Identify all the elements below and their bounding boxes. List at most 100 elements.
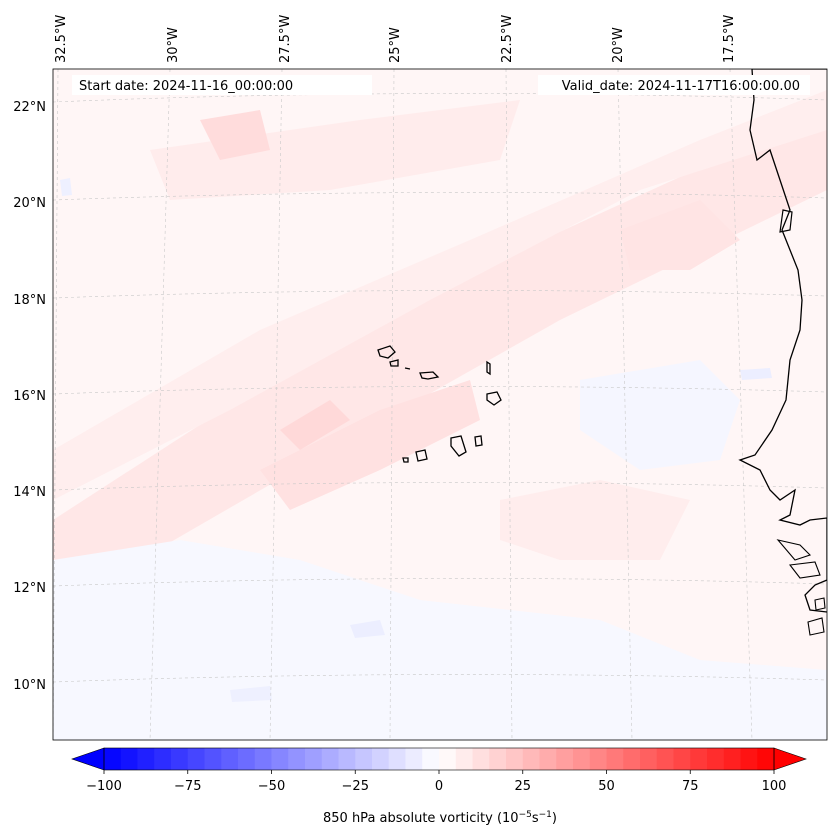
colorbar-segment [154,748,172,770]
colorbar-segment [439,748,457,770]
map-gridlines [53,69,827,740]
colorbar-segment [355,748,373,770]
colorbar-tick-label: −50 [258,779,285,794]
longitude-label: 30°W [166,27,181,63]
start-date-box [72,75,372,95]
colorbar-segment [623,748,641,770]
colorbar-segment [556,748,574,770]
colorbar-segment [723,748,741,770]
map-panel: Start date: 2024-11-16_00:00:00 Valid_da… [53,69,827,740]
colorbar-segment [120,748,138,770]
colorbar-segment [104,748,122,770]
colorbar-label-exp1: −5 [519,810,532,820]
colorbar: −100 −75 −50 −25 0 25 50 75 100 850 hPa absolute… [71,747,807,826]
latitude-label: 20°N [13,196,46,211]
vorticity-band-positive [53,90,827,500]
vorticity-patch-negative [740,368,772,380]
colorbar-segment [388,748,406,770]
colorbar-segment [673,748,691,770]
vorticity-patch-negative [350,620,385,638]
vorticity-band-positive [260,380,480,510]
colorbar-label-prefix: 850 hPa absolute vorticity (10 [323,811,519,826]
colorbar-segment [254,748,272,770]
latitude-label: 10°N [13,678,46,693]
colorbar-segment [740,748,758,770]
colorbar-segment [238,748,256,770]
colorbar-segment [690,748,708,770]
colorbar-segment [187,748,205,770]
colorbar-label-mid: s [532,811,539,826]
vorticity-band-positive [150,100,520,200]
colorbar-segment [221,748,239,770]
colorbar-ticks: −100 −75 −50 −25 0 25 50 75 100 [86,770,786,794]
latitude-labels: 22°N 20°N 18°N 16°N 14°N 12°N 10°N [13,100,46,693]
longitude-label: 25°W [388,27,403,63]
latitude-label: 14°N [13,485,46,500]
colorbar-extend-min [71,747,105,771]
colorbar-segment [204,748,222,770]
colorbar-segment [656,748,674,770]
colorbar-segment [288,748,306,770]
colorbar-segment [573,748,591,770]
africa-coastline-detail [776,539,821,579]
latitude-label: 22°N [13,100,46,115]
longitude-label: 20°W [611,27,626,63]
colorbar-segment [506,748,524,770]
colorbar-segment [338,748,356,770]
colorbar-tick-label: 100 [762,779,787,794]
cape-verde-islands [377,345,502,463]
colorbar-segment [707,748,725,770]
colorbar-tick-label: −100 [86,779,122,794]
longitude-label: 22.5°W [500,15,515,63]
vorticity-band-positive [280,400,350,450]
colorbar-tick-label: 25 [514,779,531,794]
map-frame [52,68,828,741]
colorbar-label: 850 hPa absolute vorticity (10−5s−1) [323,810,557,826]
vorticity-band-positive [200,110,270,160]
colorbar-label-exp2: −1 [539,810,552,820]
colorbar-segment [305,748,323,770]
vorticity-patch-negative [580,360,740,470]
latitude-label: 12°N [13,581,46,596]
latitude-label: 18°N [13,293,46,308]
longitude-labels: 32.5°W 30°W 27.5°W 25°W 22.5°W 20°W 17.5… [54,15,737,63]
colorbar-tick-label: −75 [174,779,201,794]
colorbar-segment [606,748,624,770]
africa-coastline-detail [779,209,793,233]
colorbar-tick-label: 75 [682,779,699,794]
colorbar-label-suffix: ) [552,811,557,826]
colorbar-segment [522,748,540,770]
colorbar-segment [271,748,289,770]
colorbar-tick-label: 0 [435,779,443,794]
colorbar-segment [539,748,557,770]
colorbar-segment [321,748,339,770]
colorbar-segment [472,748,490,770]
longitude-label: 32.5°W [54,15,69,63]
valid-date-box [538,75,810,95]
longitude-label: 17.5°W [722,15,737,63]
colorbar-segment [405,748,423,770]
vorticity-patch-negative [60,178,72,196]
colorbar-segment [489,748,507,770]
colorbar-segment [757,748,775,770]
colorbar-extend-max [773,747,807,771]
colorbar-segment [640,748,658,770]
colorbar-segment [589,748,607,770]
colorbar-segment [137,748,155,770]
colorbar-segment [422,748,440,770]
africa-coastline-detail [807,597,826,636]
colorbar-segments [104,748,775,770]
colorbar-segment [372,748,390,770]
colorbar-segment [455,748,473,770]
colorbar-segment [171,748,189,770]
vorticity-band-positive [500,480,690,560]
start-date-text: Start date: 2024-11-16_00:00:00 [79,79,293,94]
valid-date-text: Valid_date: 2024-11-17T16:00:00.00 [562,79,800,94]
colorbar-tick-label: 50 [598,779,615,794]
vorticity-patch-negative [230,686,272,702]
colorbar-tick-label: −25 [342,779,369,794]
vorticity-band-positive [620,200,740,270]
africa-coastline [738,69,827,613]
latitude-label: 16°N [13,389,46,404]
longitude-label: 27.5°W [278,15,293,63]
